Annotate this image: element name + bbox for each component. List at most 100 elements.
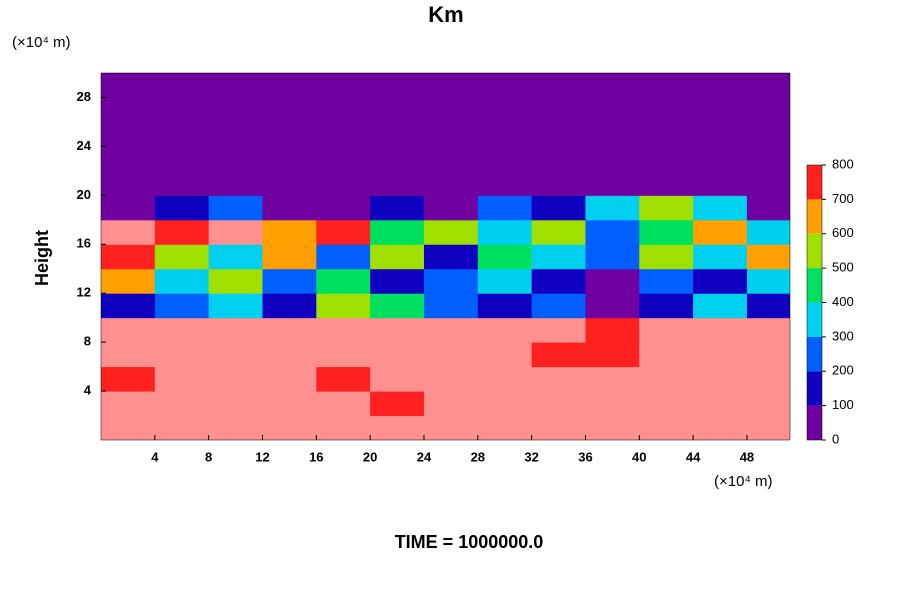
heat-cell xyxy=(316,146,371,172)
heat-cell xyxy=(101,366,156,392)
heat-cell xyxy=(101,293,156,319)
heat-cell xyxy=(693,268,748,294)
heat-cell xyxy=(101,146,156,172)
heat-cell xyxy=(639,146,694,172)
heat-cell xyxy=(585,391,640,417)
heat-cell xyxy=(746,97,790,123)
heat-cell xyxy=(477,73,533,98)
heat-cell xyxy=(101,219,156,245)
x-unit: (×10⁴ m) xyxy=(714,473,773,490)
heat-cell xyxy=(101,170,156,196)
heat-cell xyxy=(262,317,317,343)
heat-cell xyxy=(639,391,694,417)
heat-cell xyxy=(585,121,640,147)
y-tick-label: 16 xyxy=(77,236,91,251)
heat-cell xyxy=(585,195,640,221)
heat-cell xyxy=(208,391,263,417)
colorbar-label: 400 xyxy=(832,294,854,309)
heat-cell xyxy=(423,146,479,172)
heat-cell xyxy=(746,268,790,294)
x-tick-label: 44 xyxy=(686,449,701,464)
heat-cell xyxy=(746,342,790,368)
heat-cell xyxy=(208,73,263,98)
heat-cell xyxy=(531,219,586,245)
heat-cell xyxy=(693,219,748,245)
heat-cell xyxy=(423,219,479,245)
heat-cell xyxy=(370,219,425,245)
heat-cell xyxy=(693,170,748,196)
heat-cell xyxy=(101,195,156,221)
heat-cell xyxy=(531,268,586,294)
heat-cell xyxy=(101,268,156,294)
heat-cell xyxy=(746,391,790,417)
colorbar-label: 700 xyxy=(832,191,854,206)
y-tick-label: 12 xyxy=(77,285,91,300)
heat-cell xyxy=(208,415,263,440)
heat-cell xyxy=(477,170,533,196)
heat-cell xyxy=(531,391,586,417)
heat-cell xyxy=(477,219,533,245)
colorbar-band xyxy=(807,165,822,200)
heat-cell xyxy=(585,317,640,343)
heat-cell xyxy=(693,121,748,147)
x-tick-label: 36 xyxy=(578,449,592,464)
heat-cell xyxy=(746,146,790,172)
heat-cell xyxy=(531,121,586,147)
heat-cell xyxy=(370,73,425,98)
heat-cell xyxy=(208,268,263,294)
heat-cell xyxy=(423,121,479,147)
heat-cell xyxy=(693,391,748,417)
heat-cell xyxy=(208,366,263,392)
heat-cell xyxy=(639,195,694,221)
colorbar-band xyxy=(807,336,822,372)
heat-cell xyxy=(423,97,479,123)
heat-cell xyxy=(208,293,263,319)
heat-cell xyxy=(370,121,425,147)
heat-cell xyxy=(477,293,533,319)
colorbar-label: 600 xyxy=(832,225,854,240)
heat-cell xyxy=(531,195,586,221)
heat-cell xyxy=(477,391,533,417)
heat-cell xyxy=(370,342,425,368)
y-tick-label: 24 xyxy=(77,138,92,153)
heat-cell xyxy=(585,244,640,270)
heat-cell xyxy=(262,244,317,270)
heat-cell xyxy=(316,366,371,392)
heat-cell xyxy=(316,219,371,245)
heat-cell xyxy=(531,293,586,319)
heat-cell xyxy=(639,415,694,440)
colorbar-band xyxy=(807,405,822,440)
colorbar-label: 100 xyxy=(832,397,854,412)
heat-cell xyxy=(639,97,694,123)
heat-cell xyxy=(101,121,156,147)
heat-cell xyxy=(370,97,425,123)
heat-cell xyxy=(154,317,210,343)
colorbar-band xyxy=(807,199,822,234)
heat-cell xyxy=(746,195,790,221)
heat-cell xyxy=(477,366,533,392)
colorbar-label: 300 xyxy=(832,328,854,343)
heat-cell xyxy=(531,73,586,98)
heat-cell xyxy=(101,73,156,98)
heat-cell xyxy=(477,317,533,343)
heat-cell xyxy=(477,342,533,368)
heat-cell xyxy=(208,170,263,196)
heat-cell xyxy=(693,73,748,98)
heat-cell xyxy=(370,366,425,392)
heat-cell xyxy=(693,317,748,343)
heat-cell xyxy=(423,415,479,440)
heat-cell xyxy=(262,391,317,417)
heat-cell xyxy=(423,317,479,343)
heat-cell xyxy=(101,97,156,123)
heat-cell xyxy=(585,293,640,319)
heat-cell xyxy=(316,195,371,221)
heat-cell xyxy=(154,342,210,368)
heat-cell xyxy=(531,244,586,270)
heat-cell xyxy=(693,366,748,392)
heat-cell xyxy=(154,366,210,392)
heat-cell xyxy=(585,219,640,245)
heat-cell xyxy=(262,415,317,440)
heat-cell xyxy=(639,219,694,245)
colorbar-label: 0 xyxy=(832,431,839,446)
y-tick-label: 28 xyxy=(77,89,91,104)
